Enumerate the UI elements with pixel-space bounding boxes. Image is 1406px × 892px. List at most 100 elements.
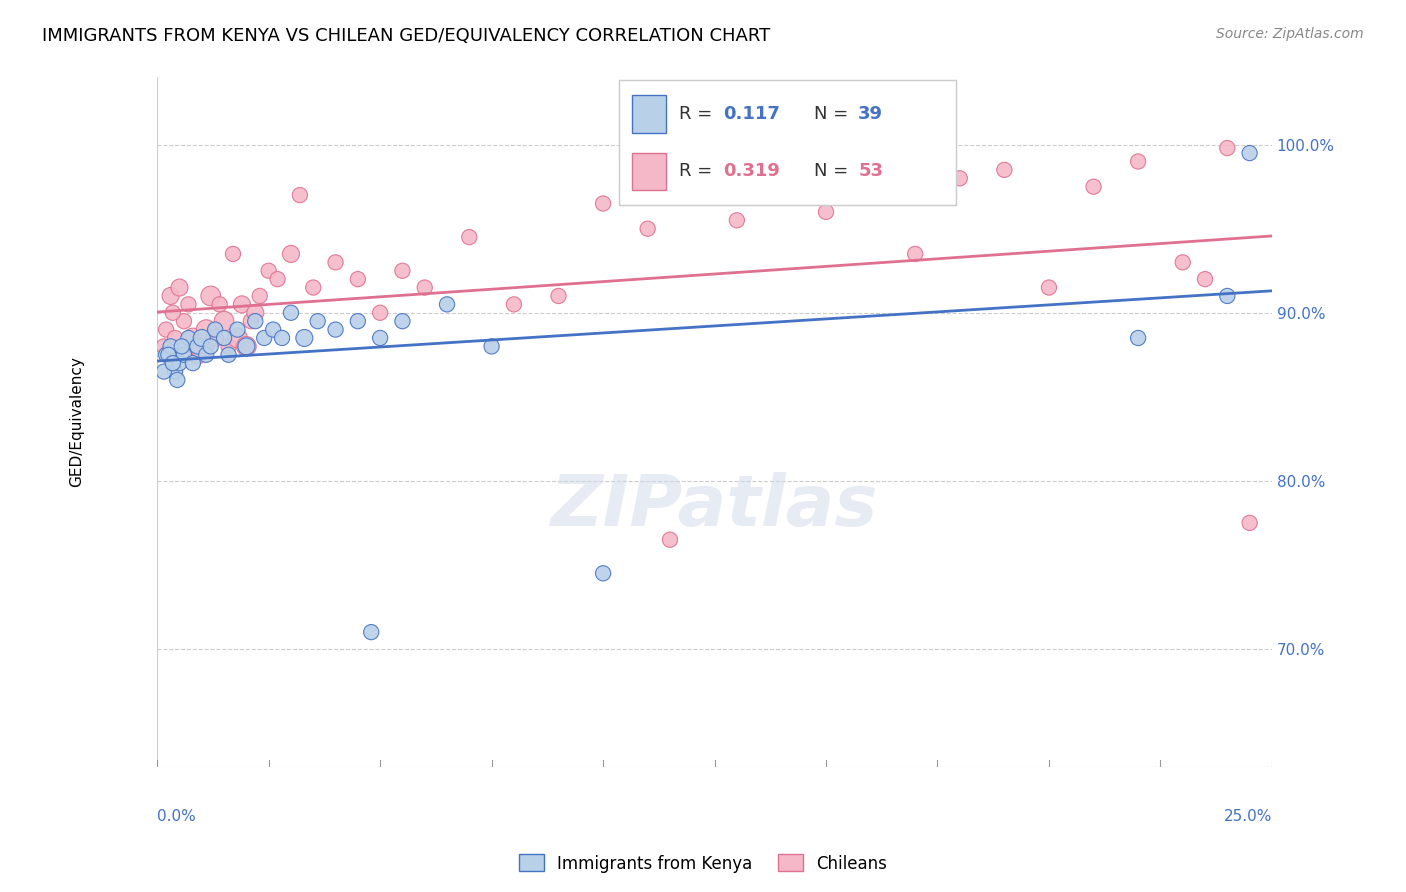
Point bbox=[1171, 255, 1194, 269]
Point bbox=[169, 280, 191, 294]
Point bbox=[391, 264, 413, 278]
Text: 0.319: 0.319 bbox=[723, 162, 780, 180]
Point bbox=[725, 213, 748, 227]
Point bbox=[245, 306, 267, 320]
Point bbox=[169, 356, 191, 370]
Text: GED/Equivalency: GED/Equivalency bbox=[69, 357, 84, 487]
Point bbox=[181, 356, 204, 370]
Point bbox=[239, 314, 262, 328]
Point bbox=[200, 289, 222, 303]
Point bbox=[212, 314, 235, 328]
Point bbox=[592, 196, 614, 211]
Point bbox=[231, 297, 253, 311]
Point bbox=[547, 289, 569, 303]
Text: 39: 39 bbox=[858, 105, 883, 123]
Point bbox=[266, 272, 288, 286]
Point bbox=[1239, 516, 1261, 530]
Point bbox=[162, 306, 184, 320]
Point bbox=[658, 533, 681, 547]
Point bbox=[191, 339, 214, 353]
Point bbox=[218, 348, 240, 362]
Point bbox=[436, 297, 458, 311]
FancyBboxPatch shape bbox=[633, 153, 666, 190]
Point bbox=[993, 162, 1015, 177]
Point bbox=[1038, 280, 1060, 294]
Point bbox=[368, 331, 391, 345]
Point bbox=[173, 348, 195, 362]
Point bbox=[503, 297, 526, 311]
Point bbox=[153, 365, 176, 379]
Point bbox=[181, 331, 204, 345]
Point bbox=[1216, 141, 1239, 155]
Point bbox=[208, 297, 231, 311]
Point bbox=[212, 331, 235, 345]
Point bbox=[235, 339, 257, 353]
Text: R =: R = bbox=[679, 162, 718, 180]
Text: Source: ZipAtlas.com: Source: ZipAtlas.com bbox=[1216, 27, 1364, 41]
Point bbox=[368, 306, 391, 320]
Point bbox=[1083, 179, 1105, 194]
Point bbox=[292, 331, 315, 345]
Point bbox=[1126, 331, 1149, 345]
Point bbox=[177, 297, 200, 311]
Point bbox=[186, 348, 208, 362]
Point bbox=[458, 230, 481, 244]
Point bbox=[204, 331, 226, 345]
Point bbox=[235, 339, 257, 353]
Point bbox=[163, 331, 186, 345]
Point bbox=[481, 339, 503, 353]
Point bbox=[347, 314, 370, 328]
Point bbox=[186, 339, 208, 353]
Point bbox=[302, 280, 325, 294]
Point bbox=[163, 365, 186, 379]
Point bbox=[222, 247, 245, 261]
Point bbox=[191, 331, 214, 345]
Point bbox=[226, 331, 249, 345]
Point bbox=[218, 339, 240, 353]
Point bbox=[155, 322, 177, 336]
Point bbox=[280, 247, 302, 261]
Point bbox=[177, 331, 200, 345]
Text: N =: N = bbox=[814, 162, 855, 180]
Point bbox=[153, 339, 176, 353]
Point bbox=[904, 247, 927, 261]
Point bbox=[288, 188, 311, 202]
Point bbox=[204, 322, 226, 336]
Legend: Immigrants from Kenya, Chileans: Immigrants from Kenya, Chileans bbox=[512, 847, 894, 880]
Text: N =: N = bbox=[814, 105, 855, 123]
FancyBboxPatch shape bbox=[633, 95, 666, 133]
Point bbox=[245, 314, 267, 328]
Point bbox=[325, 255, 347, 269]
Point bbox=[949, 171, 972, 186]
Point bbox=[637, 221, 659, 235]
Point bbox=[170, 339, 193, 353]
Point bbox=[307, 314, 329, 328]
Point bbox=[195, 322, 218, 336]
Point bbox=[1194, 272, 1216, 286]
Point bbox=[347, 272, 370, 286]
Point bbox=[253, 331, 276, 345]
Point bbox=[280, 306, 302, 320]
Point bbox=[159, 339, 181, 353]
Point bbox=[262, 322, 284, 336]
Point bbox=[391, 314, 413, 328]
Point bbox=[195, 348, 218, 362]
Point bbox=[157, 348, 180, 362]
Point bbox=[271, 331, 294, 345]
Text: ZIPatlas: ZIPatlas bbox=[551, 472, 879, 541]
Text: IMMIGRANTS FROM KENYA VS CHILEAN GED/EQUIVALENCY CORRELATION CHART: IMMIGRANTS FROM KENYA VS CHILEAN GED/EQU… bbox=[42, 27, 770, 45]
Point bbox=[814, 205, 837, 219]
Point bbox=[157, 348, 180, 362]
Point bbox=[159, 289, 181, 303]
Point bbox=[257, 264, 280, 278]
Text: 53: 53 bbox=[858, 162, 883, 180]
Point bbox=[1216, 289, 1239, 303]
Point bbox=[592, 566, 614, 581]
Text: 25.0%: 25.0% bbox=[1223, 809, 1272, 823]
Point bbox=[226, 322, 249, 336]
Text: 0.117: 0.117 bbox=[723, 105, 780, 123]
Point bbox=[413, 280, 436, 294]
Point bbox=[200, 339, 222, 353]
Text: 0.0%: 0.0% bbox=[157, 809, 195, 823]
Point bbox=[1126, 154, 1149, 169]
